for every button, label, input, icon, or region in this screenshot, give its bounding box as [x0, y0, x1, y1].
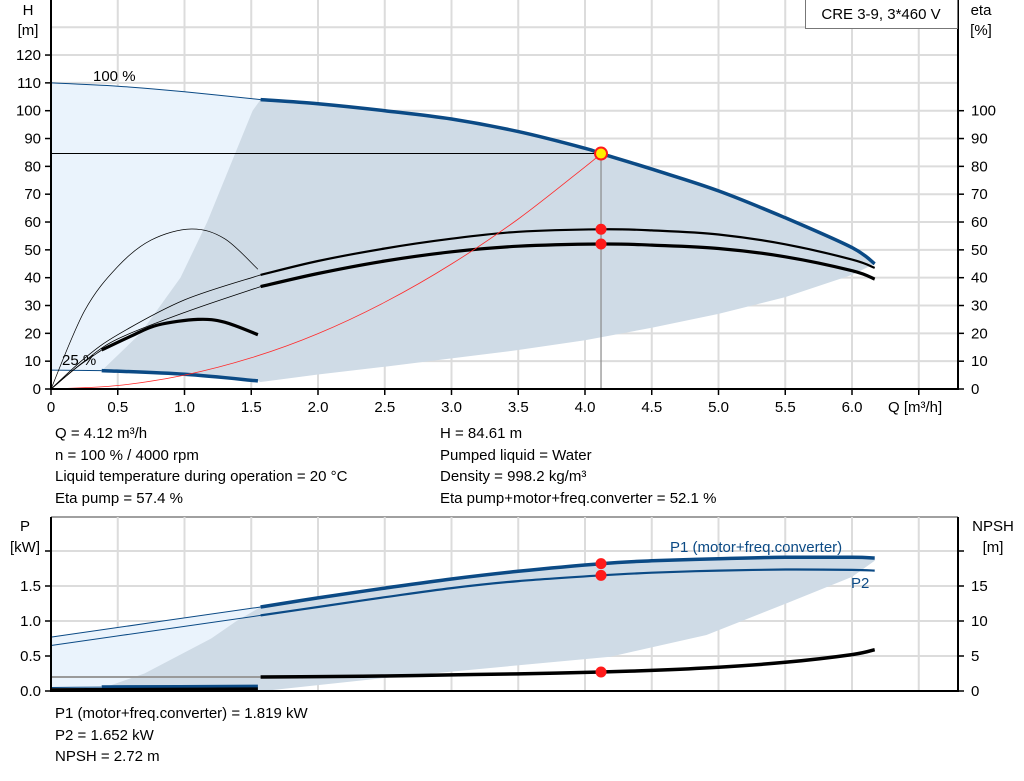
p1-point	[595, 558, 607, 570]
y2-tick-label: 80	[971, 158, 988, 175]
y-axis-unit: [m]	[18, 22, 39, 39]
x-tick-label: 3.0	[441, 399, 462, 416]
duty-info-right: H = 84.61 m Pumped liquid = Water Densit…	[440, 423, 716, 509]
info-liquid-temperature: Liquid temperature during operation = 20…	[55, 468, 348, 485]
y2-tick-label: 15	[971, 578, 988, 595]
y-tick-label: 10	[24, 353, 41, 370]
power-info: P1 (motor+freq.converter) = 1.819 kW P2 …	[55, 703, 308, 768]
info-p1: P1 (motor+freq.converter) = 1.819 kW	[55, 705, 308, 722]
operating-area	[104, 557, 875, 691]
p2-curve-label: P2	[851, 575, 869, 592]
y-tick-label: 0	[33, 381, 41, 398]
info-p2: P2 = 1.652 kW	[55, 726, 154, 744]
info-head: H = 84.61 m	[440, 425, 523, 442]
npsh-point	[595, 666, 607, 678]
eta-total-point	[595, 238, 607, 250]
x-tick-label: 5.0	[708, 399, 729, 416]
info-npsh: NPSH = 2.72 m	[55, 748, 160, 765]
y-tick-label: 90	[24, 131, 41, 148]
y-tick-label: 50	[24, 242, 41, 259]
p1-curve-extension	[50, 606, 261, 638]
info-pumped-liquid: Pumped liquid = Water	[440, 446, 592, 464]
power-npsh-chart: P1 (motor+freq.converter) P2 0.0 0.5 1.0 1.5 0…	[10, 516, 1014, 700]
y-tick-label: 80	[24, 158, 41, 175]
head-efficiency-chart: 100 %25 %0102030405060708090100110120010…	[16, 0, 996, 416]
y2-tick-label: 50	[971, 242, 988, 259]
eta-total-low-speed-curve-extension	[50, 349, 102, 390]
x-tick-label: 1.5	[241, 399, 262, 416]
x-tick-label: 2.5	[374, 399, 395, 416]
y-axis-unit: [kW]	[10, 539, 40, 556]
x-tick-label: 1.0	[174, 399, 195, 416]
p2-curve-extension	[50, 614, 261, 646]
duty-info-left: Q = 4.12 m³/h n = 100 % / 4000 rpm Liqui…	[55, 423, 347, 509]
y2-tick-label: 100	[971, 103, 996, 120]
y2-axis-label: NPSH	[972, 518, 1014, 535]
y2-tick-label: 20	[971, 325, 988, 342]
x-tick-label: 6.0	[842, 399, 863, 416]
x-tick-label: 0	[47, 399, 55, 416]
y2-axis-unit: [%]	[970, 22, 992, 39]
head-curve	[101, 368, 259, 383]
y-tick-label: 40	[24, 270, 41, 287]
head-curve	[260, 97, 876, 266]
eta-pump-low-speed-curve-extension	[50, 228, 259, 390]
y2-tick-label: 5	[971, 648, 979, 665]
p2-point	[595, 569, 607, 581]
info-density: Density = 998.2 kg/m³	[440, 468, 587, 485]
y-tick-label: 0.5	[20, 648, 41, 665]
x-tick-label: 4.0	[575, 399, 596, 416]
y-tick-label: 110	[17, 75, 41, 92]
y-tick-label: 120	[16, 47, 41, 64]
y2-axis-label: eta	[971, 2, 993, 19]
y2-tick-label: 0	[971, 381, 979, 398]
info-eta-pump: Eta pump = 57.4 %	[55, 489, 183, 507]
y-axis-label: H	[23, 2, 34, 19]
y2-tick-label: 30	[971, 298, 988, 315]
p1-curve-label: P1 (motor+freq.converter)	[670, 539, 842, 556]
p2-low-speed-curve	[50, 687, 258, 692]
y-axis-label: P	[20, 518, 30, 535]
y-tick-label: 20	[24, 325, 41, 342]
operating-area	[101, 99, 875, 383]
y-tick-label: 70	[24, 186, 41, 203]
y2-tick-label: 0	[971, 683, 979, 700]
y2-axis-unit: [m]	[983, 539, 1004, 556]
eta-pump-point	[595, 223, 607, 235]
y-tick-label: 100	[16, 103, 41, 120]
y-tick-label: 60	[24, 214, 41, 231]
y-tick-label: 1.0	[20, 613, 41, 630]
head-curve-extension	[50, 369, 102, 372]
y2-tick-label: 10	[971, 353, 988, 370]
info-speed: n = 100 % / 4000 rpm	[55, 446, 199, 464]
y-tick-label: 1.5	[20, 578, 41, 595]
y2-tick-label: 40	[971, 270, 988, 287]
info-eta-total: Eta pump+motor+freq.converter = 52.1 %	[440, 489, 717, 507]
y2-tick-label: 10	[971, 613, 988, 630]
y-tick-label: 0.0	[20, 683, 41, 700]
x-tick-label: 0.5	[107, 399, 128, 416]
title-box	[805, 0, 958, 29]
y2-tick-label: 70	[971, 186, 988, 203]
eta-pump-curve-extension	[50, 274, 261, 390]
info-flow: Q = 4.12 m³/h	[55, 425, 148, 442]
y2-tick-label: 60	[971, 214, 988, 231]
x-axis-label: Q [m³/h]	[888, 399, 942, 416]
x-tick-label: 2.0	[308, 399, 329, 416]
eta-total-low-speed-curve	[101, 317, 259, 352]
head-curve-extension	[50, 82, 261, 101]
x-tick-label: 3.5	[508, 399, 529, 416]
x-tick-label: 4.5	[641, 399, 662, 416]
curve-label-25: 25 %	[62, 352, 96, 369]
p1-low-speed-curve	[101, 684, 258, 689]
duty-point	[594, 146, 609, 161]
curve-label-100: 100 %	[93, 68, 136, 85]
chart-title: CRE 3-9, 3*460 V	[821, 6, 940, 23]
x-tick-label: 5.5	[775, 399, 796, 416]
y2-tick-label: 90	[971, 131, 988, 148]
y-tick-label: 30	[24, 298, 41, 315]
system-curve	[50, 153, 602, 390]
